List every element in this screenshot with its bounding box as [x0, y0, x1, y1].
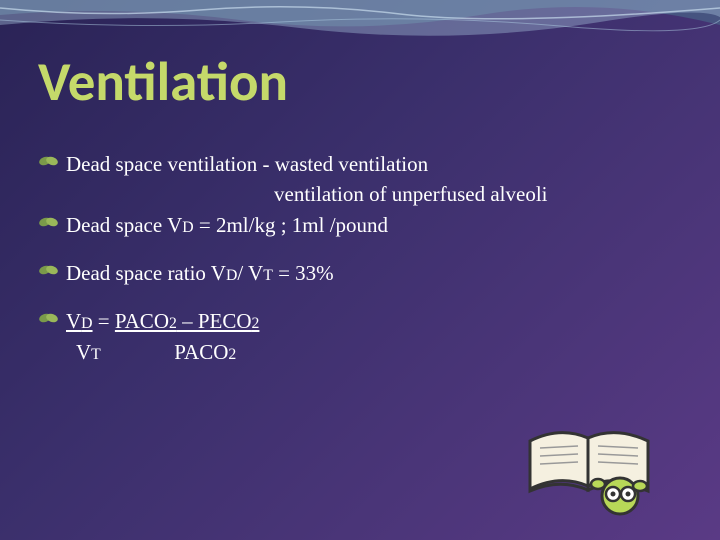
- formula-top: VD = PACO2 – PECO2: [66, 307, 259, 335]
- bullet-1-sub: ventilation of unperfused alveoli: [38, 180, 682, 208]
- book-character-icon: [520, 396, 660, 516]
- leaf-icon: [38, 259, 66, 277]
- bullet-1: Dead space ventilation - wasted ventilat…: [38, 150, 682, 178]
- bullet-2: Dead space VD = 2ml/kg ; 1ml /pound: [38, 211, 682, 239]
- formula-bottom: VT PACO2: [66, 338, 682, 366]
- page-title: Ventilation: [38, 48, 288, 115]
- bullet-1-text: Dead space ventilation - wasted ventilat…: [66, 150, 428, 178]
- leaf-icon: [38, 150, 66, 168]
- leaf-icon: [38, 211, 66, 229]
- leaf-icon: [38, 307, 66, 325]
- bullet-3: Dead space ratio VD/ VT = 33%: [38, 259, 682, 287]
- content-area: Dead space ventilation - wasted ventilat…: [38, 150, 682, 366]
- bullet-2-text: Dead space VD = 2ml/kg ; 1ml /pound: [66, 211, 388, 239]
- formula-row: VD = PACO2 – PECO2: [38, 307, 682, 335]
- bullet-3-text: Dead space ratio VD/ VT = 33%: [66, 259, 334, 287]
